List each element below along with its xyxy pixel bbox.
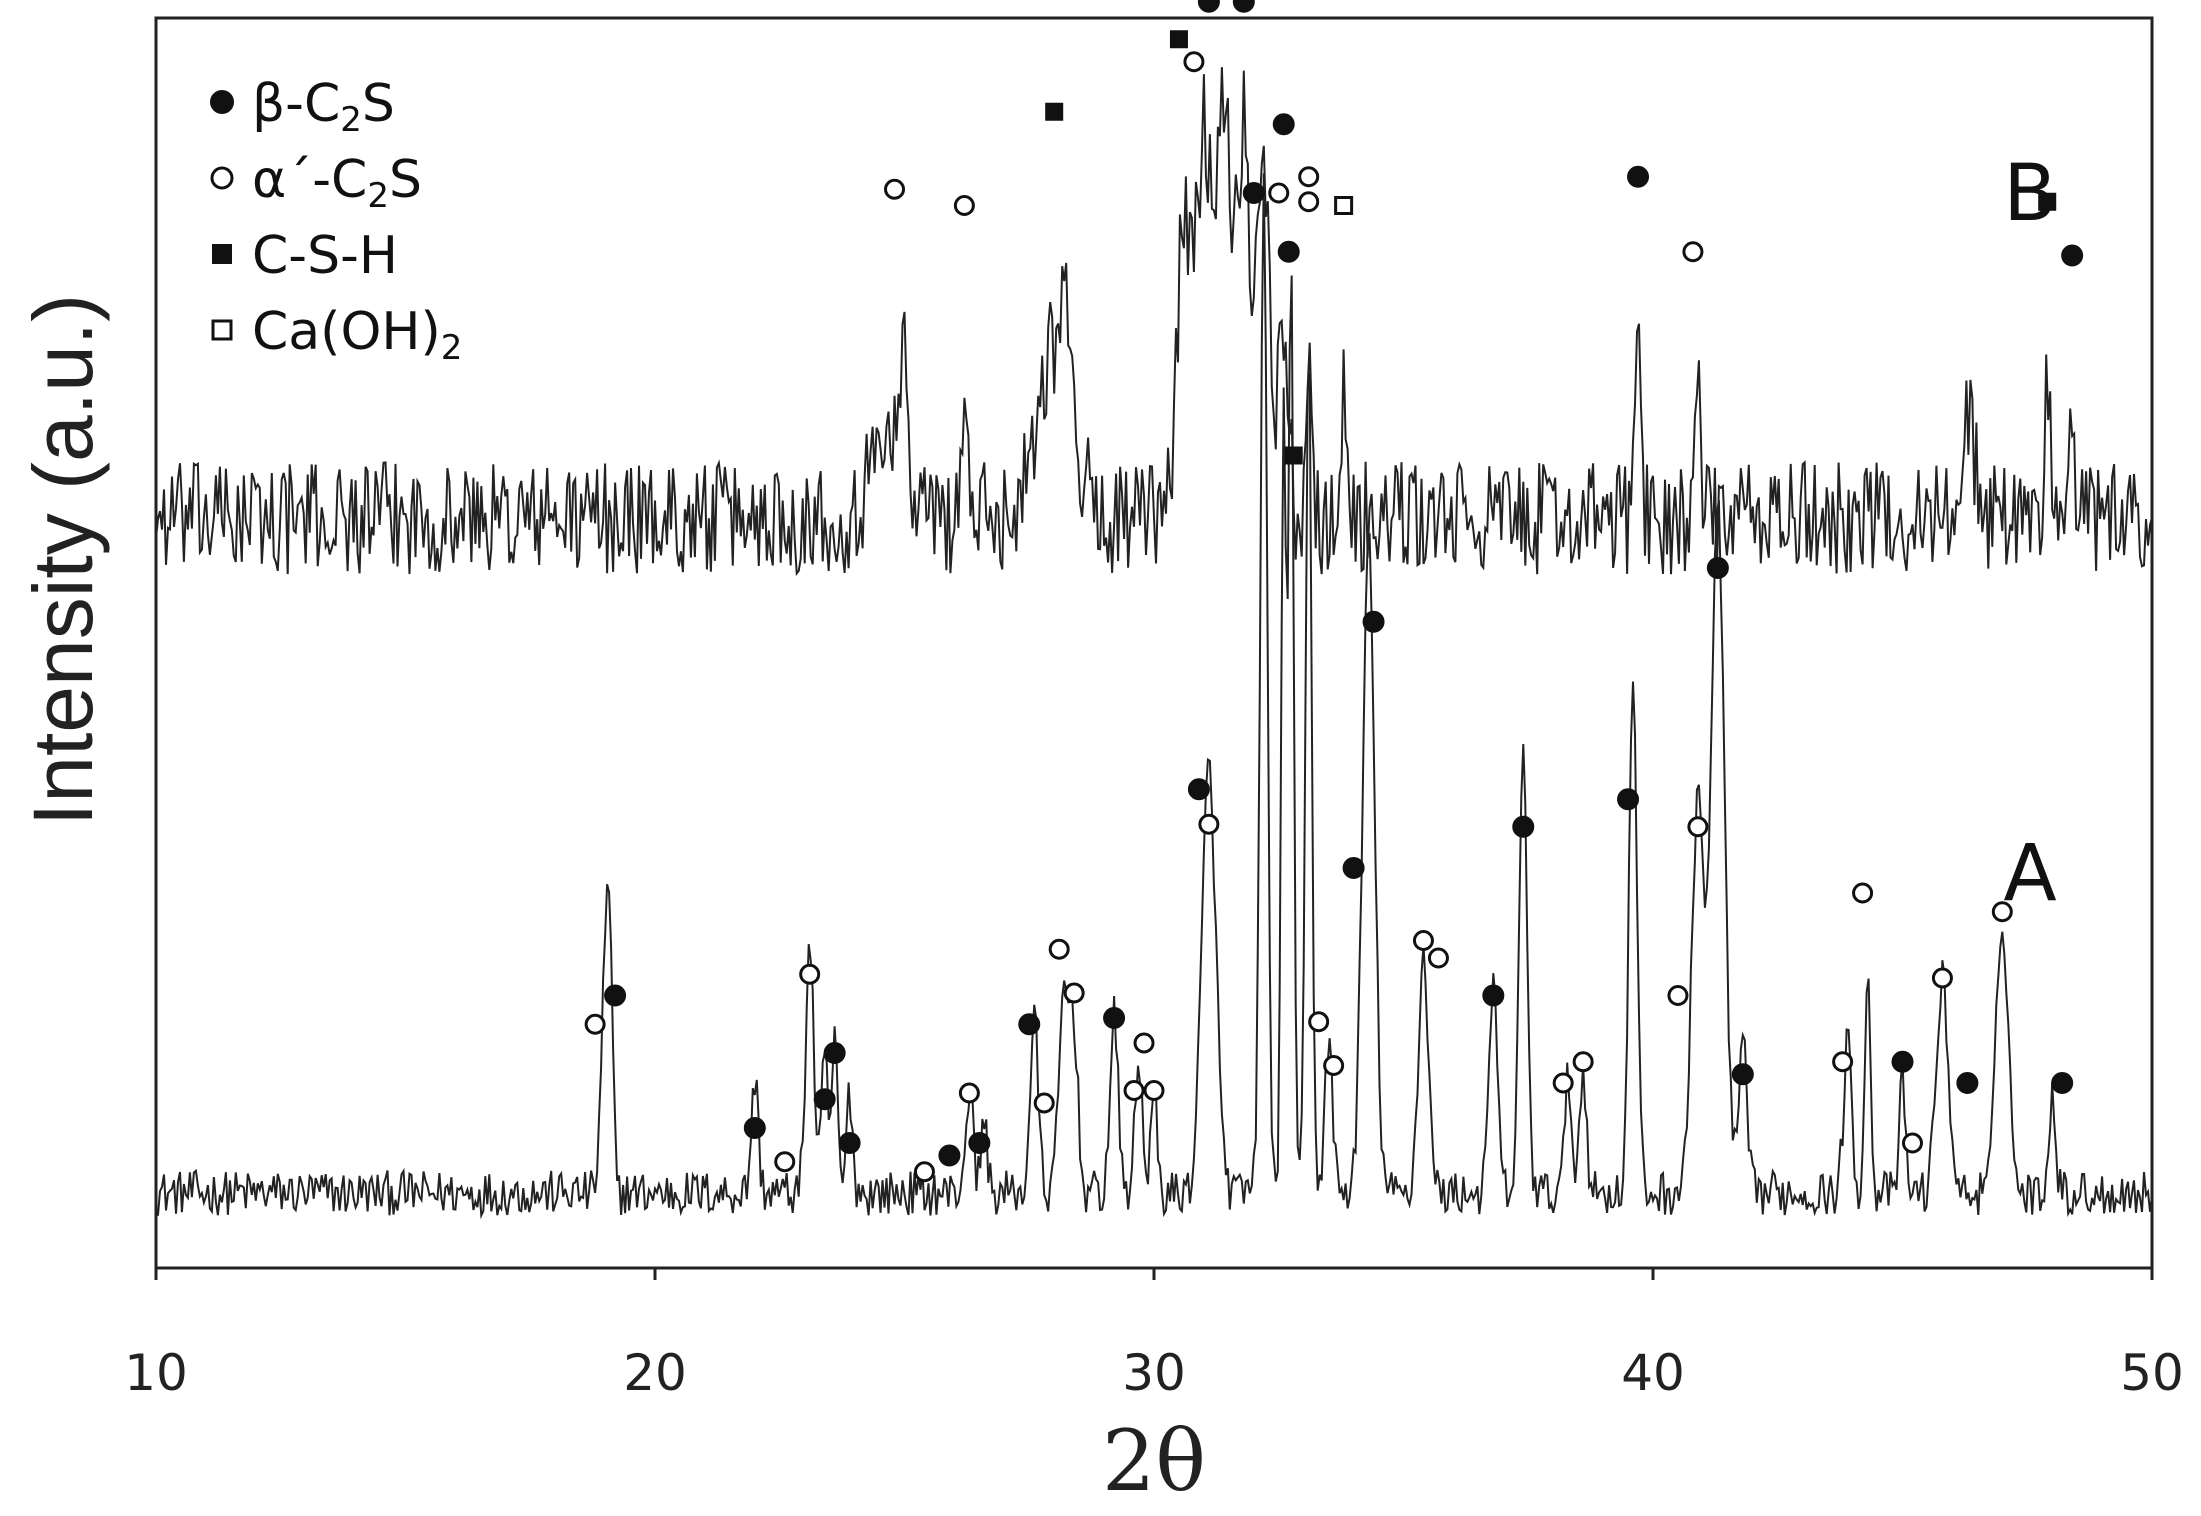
peak-marker-a-open-circle-25 <box>1298 191 1320 213</box>
peak-marker-b-open-circle-1 <box>953 195 975 216</box>
peak-marker-b-filled-circle-9 <box>1272 113 1295 136</box>
panel-label-b: B <box>2003 149 2057 239</box>
legend: β-C2S α´-C2S C-S-H Ca(OH)2 <box>210 74 462 368</box>
peak-marker-b-filled-square-3 <box>1169 30 1188 49</box>
peak-marker-b-filled-square-14 <box>2038 192 2057 211</box>
series-b-line <box>155 67 2153 577</box>
peak-marker-a-open-circle-28 <box>1323 1055 1345 1076</box>
peak-marker-a-filled-circle-29 <box>1342 857 1365 879</box>
x-tick-label-40: 40 <box>1621 1344 1685 1402</box>
peak-marker-a-open-circle-19 <box>1143 1080 1165 1101</box>
x-tick-label-10: 10 <box>124 1344 188 1402</box>
peak-marker-a-filled-circle-16 <box>1103 1007 1126 1029</box>
peak-marker-a-open-circle-48 <box>1991 901 2013 923</box>
peak-marker-a-open-circle-38 <box>1667 985 1689 1006</box>
peak-marker-a-filled-circle-11 <box>968 1132 991 1154</box>
x-axis: 10 20 30 40 50 <box>124 1268 2184 1402</box>
peak-marker-a-open-circle-36 <box>1572 1051 1594 1073</box>
peak-marker-a-open-circle-17 <box>1123 1080 1145 1101</box>
peak-marker-a-open-circle-9 <box>958 1082 980 1104</box>
peak-marker-a-filled-circle-40 <box>1706 557 1729 579</box>
peak-marker-a-filled-circle-33 <box>1482 984 1505 1007</box>
x-tick-label-30: 30 <box>1122 1344 1186 1402</box>
peak-marker-a-filled-circle-2 <box>743 1117 766 1139</box>
peak-marker-a-filled-circle-44 <box>1891 1050 1914 1073</box>
peak-marker-b-open-circle-13 <box>1682 241 1704 263</box>
x-axis-title: 2θ <box>1102 1412 1206 1510</box>
peak-marker-a-filled-circle-49 <box>2051 1072 2074 1094</box>
peak-marker-a-open-circle-42 <box>1832 1051 1854 1073</box>
legend-marker-filled-square <box>212 244 232 264</box>
peak-marker-a-open-circle-43 <box>1852 882 1874 904</box>
peak-marker-a-open-circle-39 <box>1687 816 1709 838</box>
panel-label-a: A <box>2003 829 2056 919</box>
y-axis-title: Intensity (a.u.) <box>16 294 110 826</box>
legend-marker-open-circle <box>210 166 234 190</box>
peak-marker-b-open-square-11 <box>1334 196 1354 215</box>
peak-marker-a-open-circle-27 <box>1308 1011 1330 1033</box>
peak-marker-a-open-circle-3 <box>774 1151 796 1173</box>
legend-marker-open-square <box>211 319 233 341</box>
peak-marker-a-filled-circle-5 <box>813 1088 836 1111</box>
peak-marker-a-open-circle-15 <box>1063 982 1085 1004</box>
peak-marker-a-filled-circle-22 <box>1242 182 1265 204</box>
peak-marker-a-filled-circle-34 <box>1512 815 1535 838</box>
peak-marker-a-filled-circle-6 <box>823 1042 846 1064</box>
peak-marker-a-filled-circle-47 <box>1956 1072 1979 1094</box>
peak-marker-a-open-circle-35 <box>1552 1072 1574 1094</box>
peak-marker-a-open-circle-45 <box>1901 1132 1923 1154</box>
peak-marker-b-filled-circle-5 <box>1197 0 1220 13</box>
peak-marker-a-open-circle-23 <box>1268 182 1290 204</box>
peak-marker-a-filled-square-26 <box>1284 446 1303 465</box>
legend-marker-filled-circle <box>210 90 234 114</box>
marker-layer <box>584 0 2084 1183</box>
peak-marker-b-open-circle-0 <box>884 178 906 200</box>
peak-marker-a-filled-circle-20 <box>1187 778 1210 801</box>
peak-marker-a-filled-circle-10 <box>938 1144 961 1167</box>
legend-label-0: β-C2S <box>252 74 395 140</box>
peak-marker-a-open-circle-21 <box>1198 813 1220 835</box>
peak-marker-a-filled-circle-41 <box>1731 1063 1754 1086</box>
peak-marker-a-filled-circle-24 <box>1277 240 1300 263</box>
legend-label-1: α´-C2S <box>252 150 422 216</box>
peak-marker-a-open-circle-13 <box>1033 1092 1055 1114</box>
peak-marker-a-open-circle-0 <box>584 1013 606 1035</box>
peak-marker-a-open-circle-4 <box>799 963 821 985</box>
peak-marker-b-filled-circle-12 <box>1627 165 1650 188</box>
peak-marker-a-filled-circle-12 <box>1018 1013 1041 1036</box>
peak-marker-a-filled-circle-7 <box>838 1132 861 1154</box>
peak-marker-a-open-circle-14 <box>1048 938 1070 960</box>
peak-marker-a-open-circle-8 <box>913 1161 935 1183</box>
peak-marker-b-filled-circle-15 <box>2061 244 2084 267</box>
peak-marker-a-open-circle-46 <box>1931 967 1953 989</box>
peak-marker-b-filled-circle-7 <box>1232 0 1255 13</box>
peak-marker-a-open-circle-31 <box>1412 930 1434 951</box>
peak-marker-a-filled-circle-37 <box>1617 788 1640 811</box>
x-tick-label-20: 20 <box>623 1344 687 1402</box>
x-tick-label-50: 50 <box>2120 1344 2184 1402</box>
legend-label-3: Ca(OH)2 <box>252 302 462 368</box>
peak-marker-a-open-circle-18 <box>1133 1032 1155 1054</box>
legend-label-2: C-S-H <box>252 226 398 286</box>
peak-marker-a-open-circle-32 <box>1427 947 1449 969</box>
peak-marker-a-filled-circle-1 <box>604 984 627 1007</box>
peak-marker-b-open-circle-4 <box>1183 51 1205 73</box>
peak-marker-a-filled-circle-30 <box>1362 610 1385 633</box>
peak-marker-b-filled-square-2 <box>1045 102 1064 121</box>
peak-marker-b-open-circle-10 <box>1298 166 1320 188</box>
